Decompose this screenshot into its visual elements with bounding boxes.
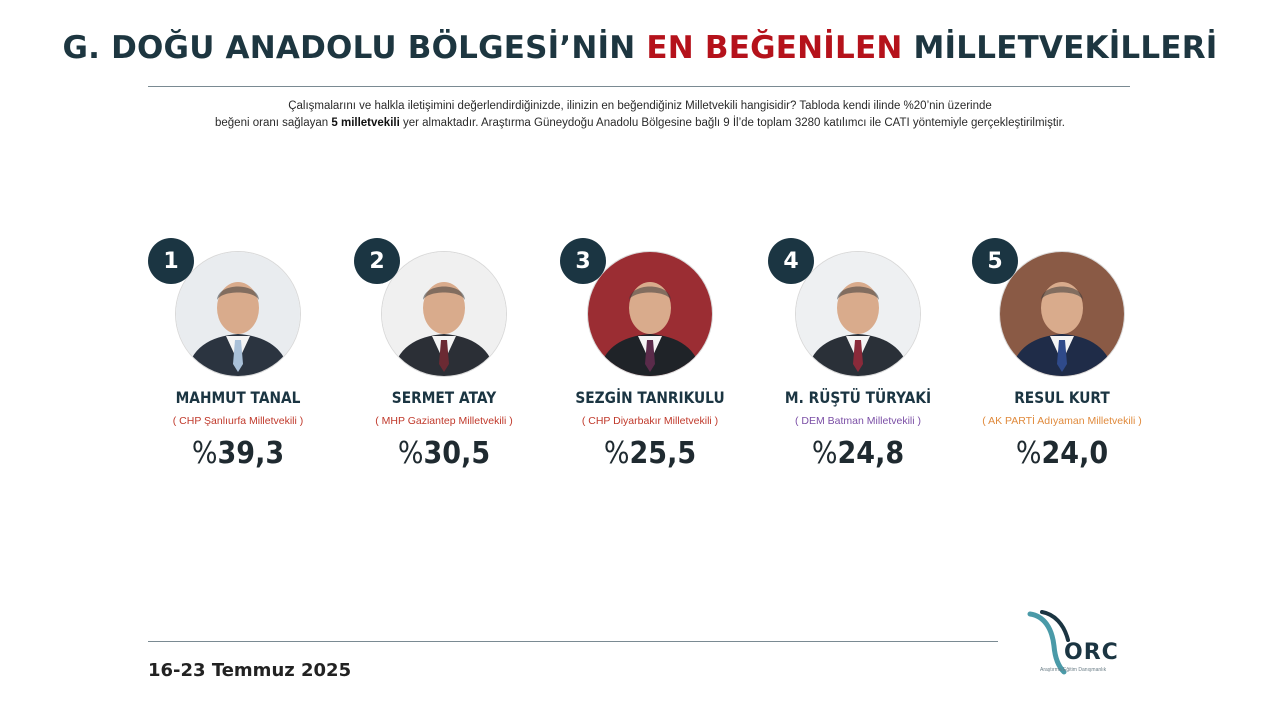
- orc-logo-icon: [1027, 610, 1070, 675]
- mp-name: SEZGİN TANRIKULU: [575, 388, 725, 407]
- mp-name: M. RÜŞTÜ TÜRYAKİ: [784, 388, 932, 407]
- percent-value: 39,3: [217, 436, 285, 471]
- rank-badge: 1: [148, 238, 194, 284]
- percent-value: 30,5: [423, 436, 491, 471]
- mp-card: 1 MAHMUT TANAL ( CHP Şanlıurfa Milletvek…: [148, 238, 348, 478]
- description-line-2: beğeni oranı sağlayan 5 milletvekili yer…: [100, 115, 1180, 132]
- mp-photo: [382, 252, 506, 376]
- mp-party: ( AK PARTİ Adıyaman Milletvekili ): [982, 415, 1142, 427]
- percent-sign: %: [603, 436, 630, 471]
- mp-card: 5 RESUL KURT ( AK PARTİ Adıyaman Milletv…: [972, 238, 1172, 478]
- percent-value: 24,8: [837, 436, 905, 471]
- rank-badge: 2: [354, 238, 400, 284]
- mp-percentage: %39,3: [157, 436, 319, 471]
- percent-value: 25,5: [629, 436, 697, 471]
- rank-badge: 5: [972, 238, 1018, 284]
- title-part2: MİLLETVEKİLLERİ: [913, 30, 1218, 66]
- mp-percentage: %30,5: [363, 436, 525, 471]
- mp-card: 4 M. RÜŞTÜ TÜRYAKİ ( DEM Batman Milletve…: [768, 238, 968, 478]
- description-line-2-bold: 5 milletvekili: [331, 117, 400, 129]
- description-line-2-pre: beğeni oranı sağlayan: [215, 117, 329, 129]
- percent-value: 24,0: [1041, 436, 1109, 471]
- mp-photo: [176, 252, 300, 376]
- mp-percentage: %25,5: [569, 436, 731, 471]
- photo-tie: [1057, 340, 1067, 372]
- percent-sign: %: [191, 436, 218, 471]
- survey-date: 16-23 Temmuz 2025: [148, 660, 352, 681]
- mp-party: ( CHP Şanlıurfa Milletvekili ): [172, 415, 304, 427]
- photo-tie: [645, 340, 655, 372]
- photo-tie: [853, 340, 863, 372]
- mp-percentage: %24,0: [981, 436, 1143, 471]
- mp-card: 2 SERMET ATAY ( MHP Gaziantep Milletveki…: [354, 238, 554, 478]
- photo-tie: [233, 340, 243, 372]
- title-part1: G. DOĞU ANADOLU BÖLGESİ’NİN: [62, 30, 636, 66]
- survey-description: Çalışmalarını ve halkla iletişimini değe…: [100, 98, 1180, 132]
- title-highlight: EN BEĞENİLEN: [646, 30, 903, 66]
- mp-photo: [1000, 252, 1124, 376]
- rank-badge: 3: [560, 238, 606, 284]
- mp-name: RESUL KURT: [1014, 388, 1110, 407]
- page-title: G. DOĞU ANADOLU BÖLGESİ’NİN EN BEĞENİLEN…: [0, 30, 1280, 66]
- percent-sign: %: [397, 436, 424, 471]
- mp-name: SERMET ATAY: [391, 388, 497, 407]
- description-line-1: Çalışmalarını ve halkla iletişimini değe…: [288, 100, 992, 112]
- photo-tie: [439, 340, 449, 372]
- percent-sign: %: [1015, 436, 1042, 471]
- logo-text: ORC: [1064, 640, 1119, 665]
- bottom-divider: [148, 641, 998, 642]
- rank-badge: 4: [768, 238, 814, 284]
- mp-percentage: %24,8: [777, 436, 939, 471]
- mp-card: 3 SEZGİN TANRIKULU ( CHP Diyarbakır Mill…: [560, 238, 760, 478]
- description-line-2-post: yer almaktadır. Araştırma Güneydoğu Anad…: [402, 117, 1065, 129]
- mp-photo: [796, 252, 920, 376]
- logo-tagline: Araştırma Eğitim Danışmanlık: [1040, 667, 1107, 673]
- mp-party: ( CHP Diyarbakır Milletvekili ): [581, 415, 719, 427]
- mp-party: ( MHP Gaziantep Milletvekili ): [375, 415, 513, 427]
- mp-photo: [588, 252, 712, 376]
- mp-party: ( DEM Batman Milletvekili ): [794, 415, 922, 427]
- mp-name: MAHMUT TANAL: [175, 388, 301, 407]
- percent-sign: %: [811, 436, 838, 471]
- top-divider: [148, 86, 1130, 87]
